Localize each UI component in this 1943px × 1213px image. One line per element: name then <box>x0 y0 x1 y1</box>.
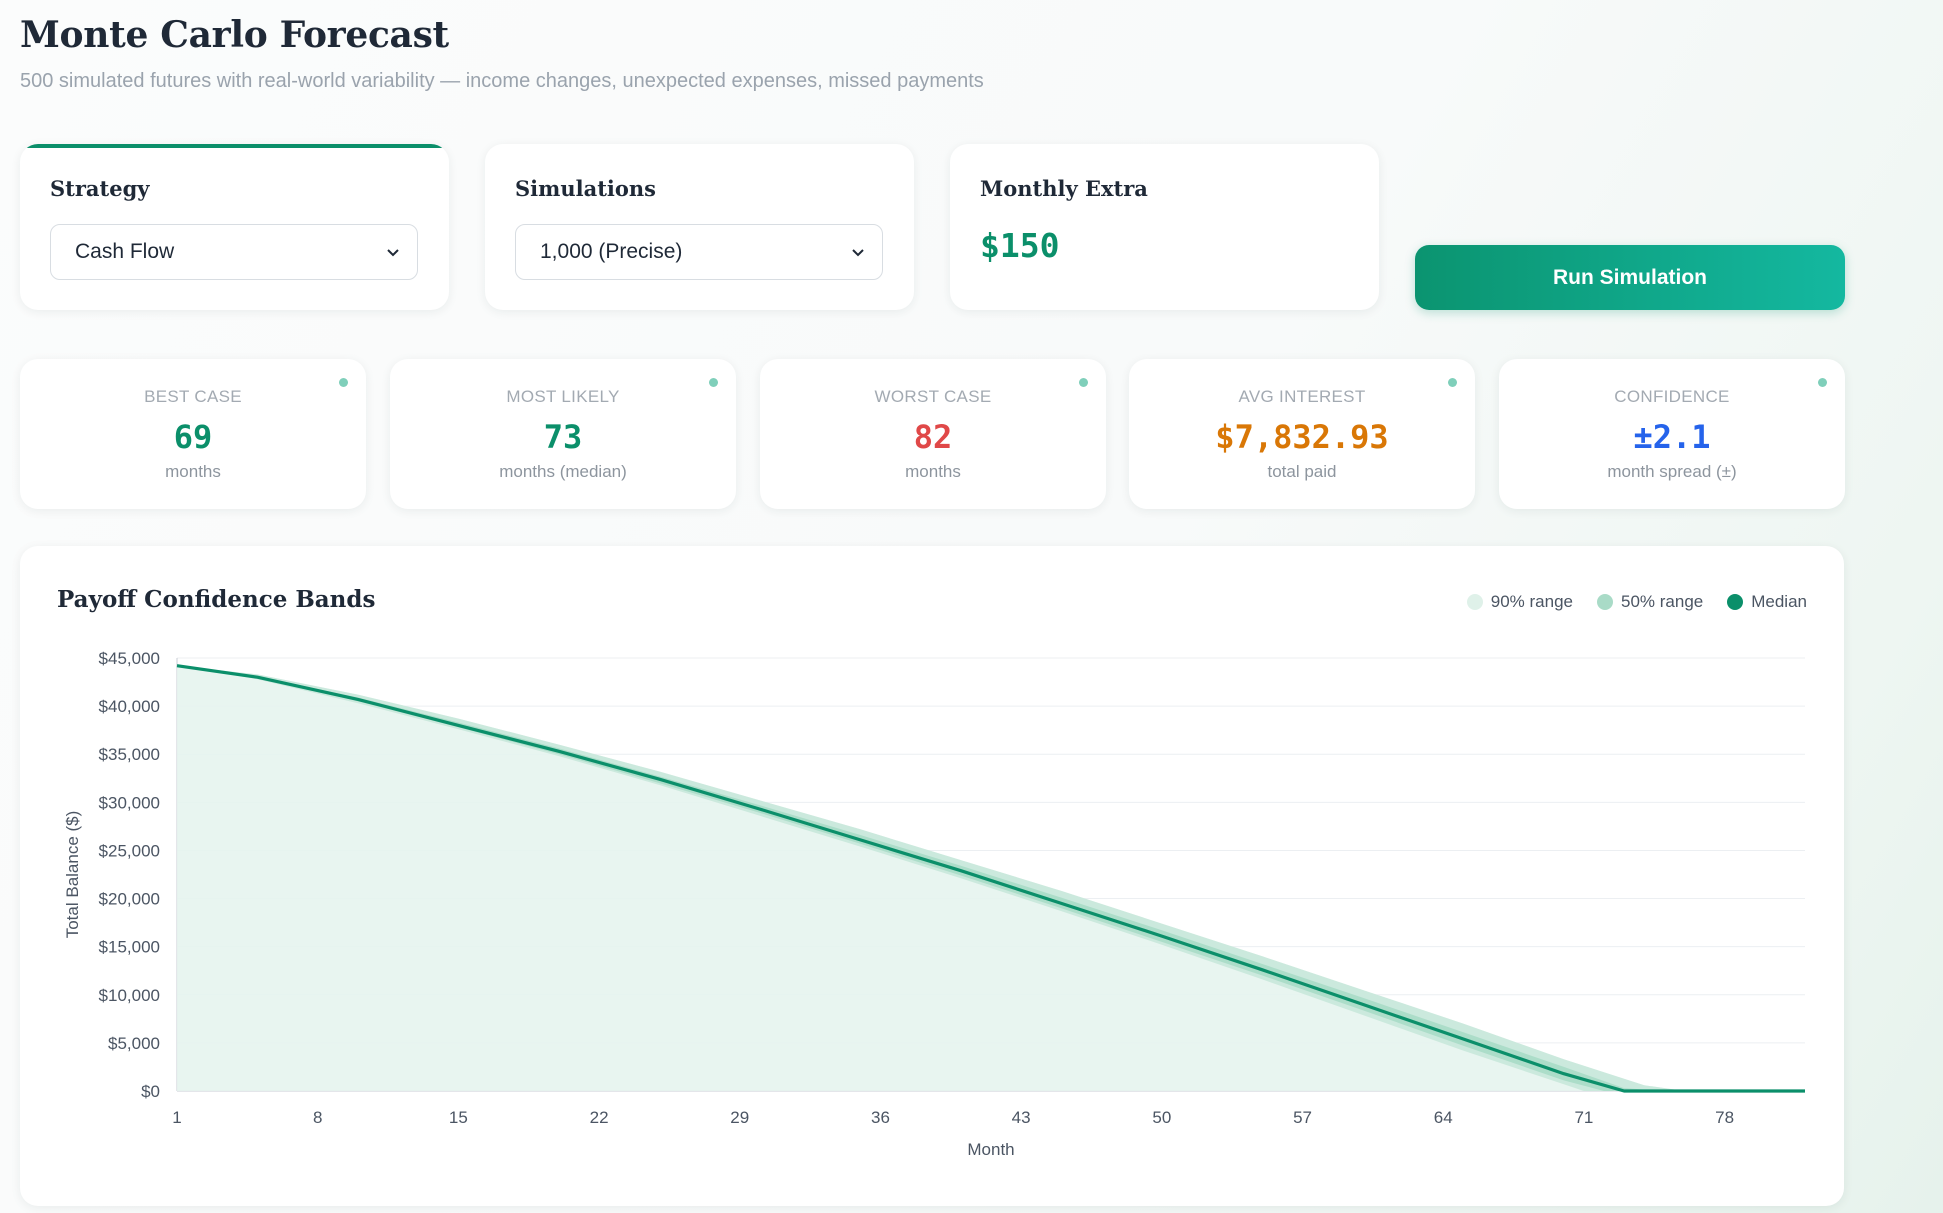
status-dot <box>709 378 718 387</box>
y-tick-label: $15,000 <box>99 938 160 957</box>
y-tick-label: $45,000 <box>99 649 160 668</box>
run-simulation-button[interactable]: Run Simulation <box>1415 245 1845 310</box>
chart-legend: 90% range 50% range Median <box>1466 592 1807 612</box>
strategy-label: Strategy <box>50 176 150 201</box>
median-line <box>176 664 1805 1093</box>
y-tick-label: $0 <box>141 1082 160 1101</box>
y-tick-label: $35,000 <box>99 745 160 764</box>
y-tick-label: $5,000 <box>108 1034 160 1053</box>
x-tick-label: 8 <box>313 1108 322 1127</box>
stat-sub: months (median) <box>499 462 627 481</box>
legend-swatch <box>1597 594 1613 610</box>
y-tick-label: $20,000 <box>99 890 160 909</box>
stat-value: $7,832.93 <box>1215 418 1389 456</box>
x-tick-label: 71 <box>1574 1108 1593 1127</box>
strategy-select-value: Cash Flow <box>75 240 175 263</box>
stat-label: CONFIDENCE <box>1614 387 1730 406</box>
x-axis-label: Month <box>967 1140 1014 1159</box>
stat-value: 73 <box>543 418 583 456</box>
stat-sub: months <box>905 462 961 481</box>
page-subtitle: 500 simulated futures with real-world va… <box>20 70 984 92</box>
simulations-select-value: 1,000 (Precise) <box>540 240 683 263</box>
stat-sub: month spread (±) <box>1607 462 1737 481</box>
monthly-extra-value[interactable]: $150 <box>980 226 1060 265</box>
y-tick-label: $10,000 <box>99 986 160 1005</box>
status-dot <box>1818 378 1827 387</box>
chart-card: $0 $5,000 $10,000 $15,000 $20,000 $25,000 $30,… <box>20 546 1844 1206</box>
x-tick-label: 78 <box>1715 1108 1734 1127</box>
chevron-down-icon <box>852 249 864 257</box>
chart-title: Payoff Confidence Bands <box>57 586 376 613</box>
simulations-card: Simulations 1,000 (Precise) <box>485 144 914 310</box>
y-tick-label: $40,000 <box>99 697 160 716</box>
stat-value: 82 <box>913 418 953 456</box>
stat-confidence: CONFIDENCE ±2.1 month spread (±) <box>1499 359 1845 509</box>
x-tick-label: 64 <box>1434 1108 1453 1127</box>
y-tick-label: $30,000 <box>99 793 160 812</box>
chevron-down-icon <box>387 249 399 257</box>
chart-svg: $0 $5,000 $10,000 $15,000 $20,000 $25,000 $30,… <box>63 649 1805 1159</box>
stat-sub: months <box>165 462 221 481</box>
legend-item-50[interactable]: 50% range <box>1597 592 1703 612</box>
x-tick-label: 57 <box>1293 1108 1312 1127</box>
stat-most-likely: MOST LIKELY 73 months (median) <box>390 359 736 509</box>
x-tick-label: 43 <box>1012 1108 1031 1127</box>
y-tick-label: $25,000 <box>99 841 160 860</box>
page-title: Monte Carlo Forecast <box>20 14 449 56</box>
legend-swatch <box>1466 594 1483 610</box>
monthly-extra-card: Monthly Extra $150 <box>950 144 1379 310</box>
legend-label: 50% range <box>1621 592 1704 611</box>
legend-item-90[interactable]: 90% range <box>1466 592 1573 612</box>
legend-swatch <box>1727 594 1744 610</box>
legend-label: Median <box>1751 592 1807 611</box>
x-tick-label: 15 <box>449 1108 468 1127</box>
simulations-select[interactable]: 1,000 (Precise) <box>515 224 883 280</box>
simulations-label: Simulations <box>515 176 656 201</box>
stat-label: BEST CASE <box>144 387 242 406</box>
legend-item-median[interactable]: Median <box>1727 592 1807 612</box>
strategy-card: Strategy Cash Flow <box>20 144 449 310</box>
x-tick-label: 29 <box>730 1108 749 1127</box>
stat-value: 69 <box>173 418 213 456</box>
strategy-select[interactable]: Cash Flow <box>50 224 418 280</box>
x-tick-label: 50 <box>1152 1108 1171 1127</box>
band-50-range <box>177 665 1805 1091</box>
monthly-extra-label: Monthly Extra <box>980 176 1148 201</box>
x-tick-label: 36 <box>871 1108 890 1127</box>
x-tick-label: 1 <box>172 1108 181 1127</box>
stat-avg-interest: AVG INTEREST $7,832.93 total paid <box>1129 359 1475 509</box>
stat-sub: total paid <box>1267 462 1337 481</box>
status-dot <box>339 378 348 387</box>
stat-label: MOST LIKELY <box>506 387 620 406</box>
stat-label: AVG INTEREST <box>1238 387 1366 406</box>
stat-worst-case: WORST CASE 82 months <box>760 359 1106 509</box>
legend-label: 90% range <box>1490 592 1573 611</box>
stat-label: WORST CASE <box>874 387 992 406</box>
y-axis-label: Total Balance ($) <box>63 811 82 939</box>
stat-value: ±2.1 <box>1633 418 1711 456</box>
status-dot <box>1448 378 1457 387</box>
stat-best-case: BEST CASE 69 months <box>20 359 366 509</box>
x-tick-label: 22 <box>590 1108 609 1127</box>
status-dot <box>1079 378 1088 387</box>
